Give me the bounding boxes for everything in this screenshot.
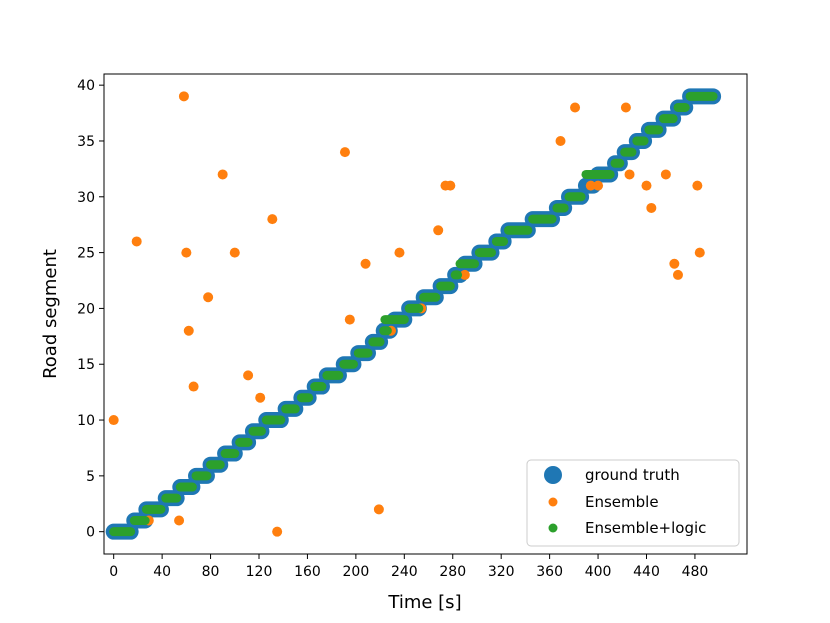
ensemble-point (229, 247, 240, 258)
x-tick-label: 160 (294, 564, 321, 580)
plot-frame (103, 73, 748, 555)
ensemble-point (692, 180, 703, 191)
ensemble-point (694, 247, 705, 258)
legend-ground-truth-marker (544, 466, 562, 484)
ensemble-point (272, 526, 283, 537)
ensemble-point (660, 169, 671, 180)
ensemble-point (339, 147, 350, 158)
x-tick-label: 280 (439, 564, 466, 580)
ensemble-point (217, 169, 228, 180)
legend-ground-truth-label: ground truth (585, 466, 680, 484)
legend-ensemble-marker (548, 497, 558, 507)
ensemble-point (620, 102, 631, 113)
x-tick-label: 360 (536, 564, 563, 580)
ensemble-point (459, 269, 470, 280)
ensemble-point (555, 135, 566, 146)
y-tick-label: 0 (86, 525, 95, 541)
ensemble-point (585, 180, 596, 191)
x-axis-label: Time [s] (387, 592, 461, 613)
legend-ensemble-logic-marker (548, 523, 558, 533)
legend-ensemble-logic-label: Ensemble+logic (585, 519, 706, 537)
y-tick-label: 20 (77, 301, 95, 317)
ensemble-point (181, 247, 192, 258)
y-tick-label: 5 (86, 469, 95, 485)
ensemble-point (203, 292, 214, 303)
x-tick-label: 440 (633, 564, 660, 580)
ensemble-point (672, 269, 683, 280)
ensemble-point (641, 180, 652, 191)
legend-box (526, 459, 740, 547)
ensemble-point (624, 169, 635, 180)
x-tick-label: 80 (202, 564, 220, 580)
x-tick-label: 120 (246, 564, 273, 580)
y-tick-label: 30 (77, 190, 95, 206)
x-tick-label: 480 (682, 564, 709, 580)
ensemble-point (243, 370, 254, 381)
ensemble-point (570, 102, 581, 113)
x-tick-label: 320 (488, 564, 515, 580)
y-tick-label: 25 (77, 246, 95, 262)
y-tick-label: 10 (77, 413, 95, 429)
ensemble-point (267, 214, 278, 225)
ensemble-point (593, 180, 604, 191)
ensemble-point (669, 258, 680, 269)
plot-area (105, 88, 722, 540)
ensemble-point (394, 247, 405, 258)
y-tick-label: 15 (77, 357, 95, 373)
ensemble-point (174, 515, 185, 526)
ensemble-point (183, 325, 194, 336)
x-tick-label: 0 (109, 564, 118, 580)
ensemble-point (178, 91, 189, 102)
ensemble-point (255, 392, 266, 403)
ensemble-point (445, 180, 456, 191)
y-tick-label: 35 (77, 134, 95, 150)
ensemble-point (188, 381, 199, 392)
y-tick-label: 40 (77, 78, 95, 94)
ensemble-point (344, 314, 355, 325)
y-axis-label: Road segment (40, 249, 61, 379)
x-tick-label: 200 (343, 564, 370, 580)
ensemble-point (131, 236, 142, 247)
ensemble-point (108, 415, 119, 426)
axes: 0 40 80 120 160 200 240 280 320 360 400 440 480 0 5 10 1… (77, 78, 708, 580)
x-tick-label: 400 (585, 564, 612, 580)
legend-ensemble-label: Ensemble (585, 493, 659, 511)
ensemble-point (646, 202, 657, 213)
ensemble-point (373, 504, 384, 515)
x-tick-label: 240 (391, 564, 418, 580)
ensemble-point (360, 258, 371, 269)
legend: ground truth Ensemble Ensemble+logic (526, 459, 740, 547)
x-tick-label: 40 (153, 564, 171, 580)
ensemble-point (433, 225, 444, 236)
